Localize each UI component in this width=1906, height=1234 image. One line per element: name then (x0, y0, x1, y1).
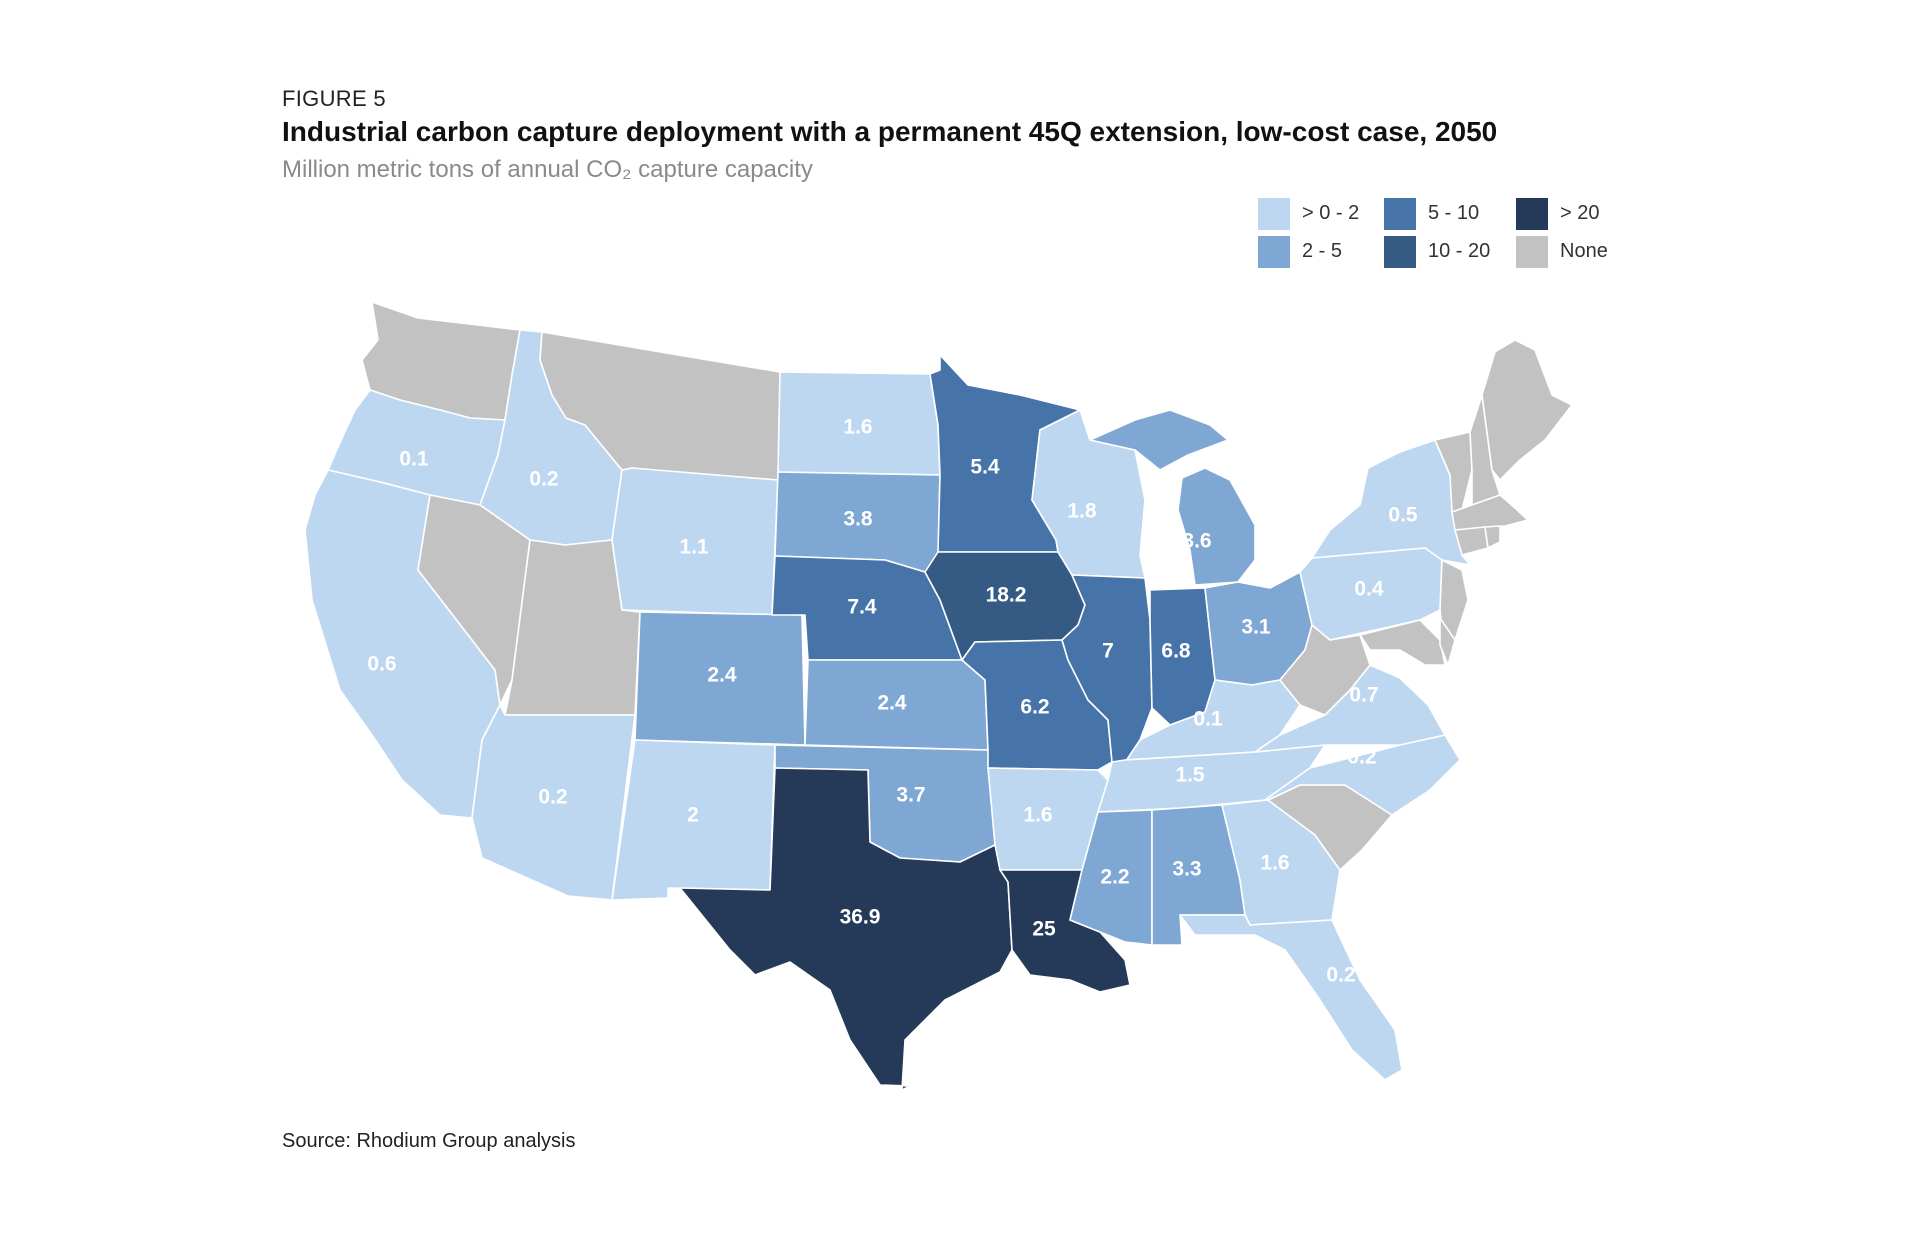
value-label-texas: 36.9 (840, 906, 881, 929)
legend-swatch-2-5 (1258, 236, 1290, 268)
value-label-oregon: 0.1 (399, 448, 429, 471)
value-label-iowa: 18.2 (986, 584, 1027, 607)
legend-label-2-5: 2 - 5 (1302, 240, 1343, 262)
value-label-tennessee: 1.5 (1175, 764, 1205, 787)
value-label-california: 0.6 (367, 653, 396, 676)
value-label-kentucky: 0.1 (1193, 708, 1223, 731)
source-note: Source: Rhodium Group analysis (282, 1130, 576, 1152)
state-maine (1481, 339, 1573, 481)
value-label-kansas: 2.4 (877, 692, 907, 715)
legend-label-10-20: 10 - 20 (1428, 240, 1491, 262)
legend: > 0 - 2 2 - 5 5 - 10 10 - 20 > 20 None (1258, 198, 1658, 270)
legend-swatch-0-2 (1258, 198, 1290, 230)
value-label-wyoming: 1.1 (679, 536, 709, 559)
legend-label-none: None (1560, 240, 1608, 262)
legend-swatch-10-20 (1384, 236, 1416, 268)
value-label-pennsylvania: 0.4 (1354, 578, 1384, 601)
chart-subtitle: Million metric tons of annual CO₂ captur… (282, 156, 813, 183)
value-label-idaho: 0.2 (529, 468, 558, 491)
value-label-missouri: 6.2 (1020, 696, 1049, 719)
legend-label-gt20: > 20 (1560, 202, 1600, 224)
state-michigan (1089, 409, 1256, 586)
legend-swatch-5-10 (1384, 198, 1416, 230)
value-label-north-carolina: 0.2 (1347, 746, 1376, 769)
value-label-oklahoma: 3.7 (896, 784, 925, 807)
state-virginia (1254, 664, 1446, 753)
value-label-illinois: 7 (1102, 640, 1114, 663)
value-label-arkansas: 1.6 (1023, 804, 1052, 827)
value-label-arizona: 0.2 (538, 786, 567, 809)
value-label-florida: 0.2 (1326, 964, 1355, 987)
state-maryland (1359, 619, 1446, 666)
value-label-south-dakota: 3.8 (843, 508, 873, 531)
value-label-georgia: 1.6 (1260, 852, 1289, 875)
legend-swatch-gt20 (1516, 198, 1548, 230)
figure-label: FIGURE 5 (282, 86, 386, 111)
value-label-alabama: 3.3 (1172, 858, 1201, 881)
value-label-indiana: 6.8 (1161, 640, 1191, 663)
value-label-virginia: 0.7 (1349, 684, 1378, 707)
value-label-nebraska: 7.4 (847, 596, 877, 619)
state-value-labels: 0.1 0.6 0.2 0.2 1.1 2.4 2 1.6 3.8 7.4 2.… (367, 416, 1418, 987)
state-west-virginia (1279, 624, 1371, 716)
state-arizona (471, 704, 636, 901)
value-label-new-york: 0.5 (1388, 504, 1418, 527)
legend-label-5-10: 5 - 10 (1428, 202, 1480, 224)
state-texas (679, 767, 1013, 1091)
state-wisconsin (1031, 409, 1146, 579)
chart-title: Industrial carbon capture deployment wit… (282, 116, 1498, 147)
legend-label-0-2: > 0 - 2 (1302, 202, 1360, 224)
value-label-wisconsin: 1.8 (1067, 500, 1097, 523)
legend-swatch-none (1516, 236, 1548, 268)
value-label-new-mexico: 2 (687, 804, 699, 827)
states-layer (304, 301, 1573, 1091)
value-label-minnesota: 5.4 (970, 456, 1000, 479)
value-label-mississippi: 2.2 (1100, 866, 1129, 889)
state-delaware (1439, 617, 1456, 666)
state-rhode-island (1484, 525, 1501, 549)
value-label-colorado: 2.4 (707, 664, 737, 687)
state-florida (1179, 914, 1403, 1081)
value-label-louisiana: 25 (1032, 918, 1056, 941)
value-label-north-dakota: 1.6 (843, 416, 872, 439)
value-label-ohio: 3.1 (1241, 616, 1271, 639)
value-label-michigan: 3.6 (1182, 530, 1211, 553)
state-north-carolina (1264, 734, 1461, 816)
